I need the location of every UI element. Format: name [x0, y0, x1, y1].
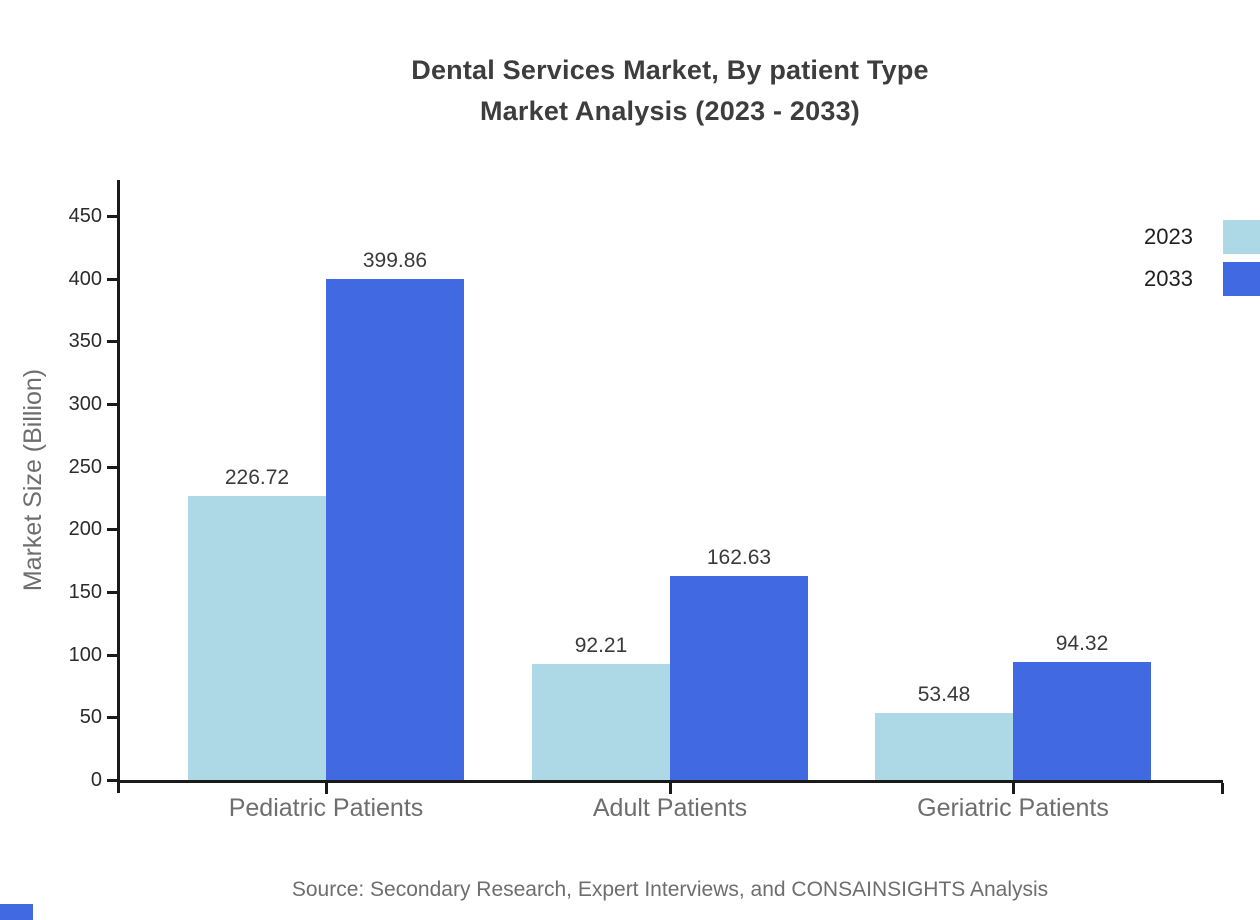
chart-title-line2: Market Analysis (2023 - 2033) — [479, 96, 860, 126]
bar-value-label: 94.32 — [1055, 632, 1109, 655]
x-tick-mark — [1221, 783, 1224, 794]
category-label-2: Geriatric Patients — [917, 794, 1109, 822]
brand-mark — [0, 904, 33, 920]
bar-2033-2 — [1013, 662, 1151, 780]
x-tick-mark — [669, 783, 672, 794]
y-tick-mark — [107, 340, 117, 344]
bar-value-label: 162.63 — [706, 546, 772, 569]
y-tick-mark — [107, 403, 117, 406]
y-tick-label: 150 — [68, 581, 102, 603]
x-tick-mark — [325, 783, 328, 794]
y-tick-mark — [107, 653, 117, 657]
y-tick-mark — [107, 779, 117, 782]
bar-value-label: 226.72 — [224, 466, 290, 489]
category-label-1: Adult Patients — [592, 794, 748, 822]
legend-swatch-2023 — [1223, 220, 1260, 254]
y-tick-label: 0 — [90, 769, 102, 791]
y-tick-label: 200 — [68, 518, 102, 541]
bar-2033-1 — [670, 576, 808, 780]
x-tick-mark — [1012, 783, 1015, 794]
x-axis-line — [117, 780, 1223, 783]
bar-2023-2 — [875, 713, 1013, 780]
bar-value-label: 92.21 — [574, 634, 628, 657]
bar-2023-0 — [188, 496, 326, 780]
y-tick-mark — [107, 277, 117, 281]
y-tick-mark — [107, 215, 117, 218]
category-label-0: Pediatric Patients — [228, 794, 424, 822]
legend-label-2033: 2033 — [1144, 266, 1193, 291]
y-tick-label: 50 — [79, 706, 102, 729]
y-tick-mark — [107, 528, 117, 532]
y-tick-mark — [107, 465, 117, 469]
bar-value-label: 53.48 — [917, 683, 971, 706]
y-axis-line — [117, 180, 120, 793]
source-note: Source: Secondary Research, Expert Inter… — [291, 878, 1049, 901]
y-tick-mark — [107, 716, 117, 720]
y-tick-label: 350 — [68, 330, 102, 353]
chart-title-line1: Dental Services Market, By patient Type — [411, 55, 929, 85]
y-tick-label: 250 — [68, 455, 102, 478]
y-tick-mark — [107, 591, 117, 594]
legend-swatch-2033 — [1223, 262, 1260, 296]
y-tick-label: 450 — [68, 205, 102, 227]
chart-title: Dental Services Market, By patient Type … — [80, 50, 1260, 132]
y-tick-label: 100 — [68, 643, 102, 666]
y-tick-label: 300 — [68, 393, 102, 415]
bar-value-label: 399.86 — [362, 249, 428, 272]
y-tick-label: 400 — [68, 267, 102, 290]
bar-2023-1 — [532, 664, 670, 780]
bar-2033-0 — [326, 279, 464, 780]
legend-label-2023: 2023 — [1144, 224, 1193, 249]
